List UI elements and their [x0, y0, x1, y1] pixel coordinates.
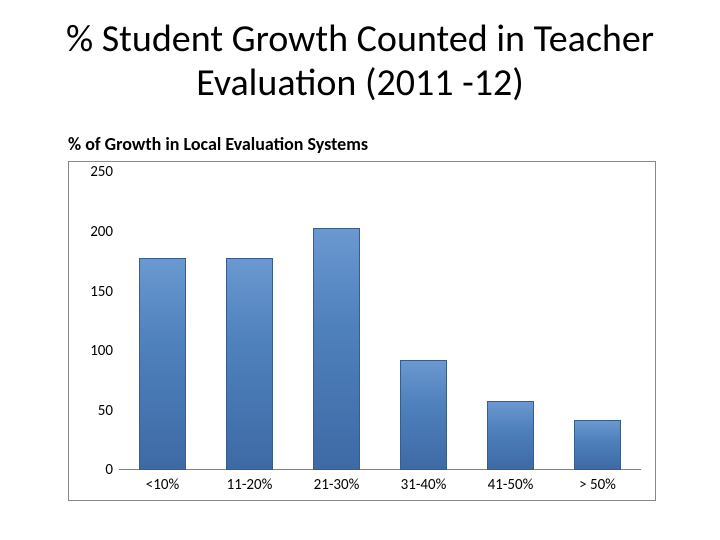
bar [226, 258, 274, 470]
bar [139, 258, 187, 470]
y-tick-label: 200 [69, 223, 113, 241]
y-tick-label: 100 [69, 342, 113, 360]
y-axis: 050100150200250 [69, 172, 119, 470]
bar [574, 420, 622, 470]
y-tick-label: 150 [69, 283, 113, 301]
slide: % Student Growth Counted in Teacher Eval… [0, 0, 720, 540]
y-tick-label: 250 [69, 163, 113, 181]
bar [400, 360, 448, 471]
plot-area [119, 172, 641, 470]
x-tick-label: <10% [146, 476, 179, 494]
x-tick-label: 11-20% [227, 476, 273, 494]
x-axis: <10% 11-20% 21-30% 31-40% 41-50% > 50% [119, 470, 641, 500]
x-tick-label: 31-40% [401, 476, 447, 494]
chart-subtitle: % of Growth in Local Evaluation Systems [68, 133, 680, 155]
y-tick-label: 50 [69, 402, 113, 420]
y-tick-label: 0 [69, 461, 113, 479]
chart-frame: 0 50 100 150 200 250 <10% 11-20% 21-30% 31-40% 41… [68, 161, 656, 501]
bar [313, 228, 361, 470]
x-tick-label: 41-50% [488, 476, 534, 494]
x-tick-label: > 50% [579, 476, 616, 494]
x-tick-label: 21-30% [314, 476, 360, 494]
page-title: % Student Growth Counted in Teacher Eval… [40, 18, 680, 105]
bar [487, 401, 535, 470]
